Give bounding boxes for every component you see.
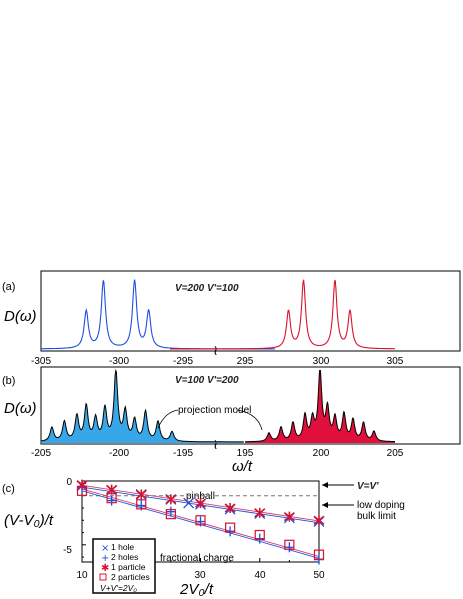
panel-a-xtick-2: -295 [173,356,193,367]
panel-c-point-square-2 [136,499,147,510]
panel-b-ylabel: D(ω) [4,400,37,417]
panel-c-ytick-0: 0 [66,477,72,488]
panel-c-xtick-4: 50 [313,570,325,581]
panel-c-point-plus-6 [254,533,265,544]
panel-c-point-star-7 [283,511,295,522]
panel-c-point-star-5 [224,503,236,513]
legend-marker-star-icon: ✱ [101,563,109,574]
panel-c-point-star-3 [165,494,177,505]
panel-c-ytick-1: -5 [63,545,72,556]
panel-label-b: (b) [2,375,15,387]
panel-a-xtick-0: -305 [31,356,51,367]
panel-a-xtick-3: 295 [237,356,254,367]
panel-b-axis-break: ≀ [213,437,218,453]
panel-c-point-x-4 [183,497,195,509]
panel-b-xtick-5: 205 [387,448,404,459]
panel-c-point-star-2 [135,489,147,500]
panel-a-axis-break: ≀ [213,343,218,359]
panel-c-point-star-8 [313,515,325,526]
panel-c-point-square-7 [284,539,295,550]
panel-c-point-square-6 [254,529,265,541]
panel-c-annotation-pinball: pinball [186,491,215,502]
panel-c: (V-V₀)/t pinball fractional charge V=V' … [4,477,405,598]
panel-c-point-plus-7 [284,542,295,553]
panel-a-xtick-5: 305 [387,356,404,367]
panel-c-annotation-bulk-limit: bulk limit [357,511,396,522]
panel-a-annotation: V=200 V'=100 [175,283,239,294]
panel-b-callout-leader-right [237,409,263,431]
panel-c-arrowhead-bulk [322,502,328,508]
panel-a-xtick-4: 300 [313,356,330,367]
legend-footer: V+V'=2V₀ [100,583,137,593]
panel-b-xlabel: ω/t [232,458,253,475]
panel-b: D(ω) V=100 V'=200 projection model -205 … [4,366,461,475]
legend-label-2-particles: 2 particles [111,572,150,582]
panel-c-xlabel: 2V₀/t [179,581,214,598]
panel-b-spectrum-fill-blue [41,370,244,443]
legend-marker-plus-icon: + [101,553,109,564]
panel-c-legend: × 1 hole + 2 holes ✱ 1 particle 2 partic… [92,538,156,594]
legend-marker-x-icon: × [101,543,109,554]
panel-c-point-star-4 [195,498,206,509]
legend-frame [92,538,156,594]
panel-b-xtick-2: -195 [173,448,193,459]
panel-label-a: (a) [2,281,15,293]
panel-b-xtick-4: 200 [313,448,330,459]
panel-b-frame [40,366,461,445]
panel-c-xtick-3: 40 [254,570,266,581]
panel-c-xtick-0: 10 [76,570,88,581]
panel-c-point-plus-5 [225,526,236,537]
panel-a-xtick-1: -300 [109,356,129,367]
panel-c-point-plus-3 [165,506,176,517]
panel-label-c: (c) [2,483,15,495]
panel-b-annotation: V=100 V'=200 [175,375,239,386]
panel-c-annotation-veq: V=V' [357,481,379,492]
panel-c-point-square-4 [195,515,206,526]
panel-c-arrowhead-veq [322,482,328,488]
panel-c-annotation-low-doping: low doping [357,500,405,511]
panel-c-point-square-1 [106,493,117,504]
panel-c-annotation-fractional: fractional charge [160,553,234,564]
legend-label-1-particle: 1 particle [111,562,146,572]
panel-a-frame [40,270,461,352]
panel-c-point-square-0 [76,485,88,496]
panel-c-point-plus-1 [106,495,117,506]
panel-a: D(ω) V=200 V'=100 -305 -300 -295 295 300… [4,270,461,367]
panel-b-xtick-3: 195 [237,448,254,459]
legend-marker-square-icon [99,573,107,581]
panel-c-point-star-1 [106,484,118,495]
panel-a-ylabel: D(ω) [4,308,37,325]
panel-b-spectrum-fill-red [245,370,395,443]
panel-b-xtick-0: -205 [31,448,51,459]
legend-label-1-hole: 1 hole [111,542,134,552]
legend-label-2-holes: 2 holes [111,552,138,562]
panel-c-point-star-6 [254,507,266,518]
panel-c-point-square-3 [165,509,176,520]
panel-c-xtick-2: 30 [194,570,206,581]
panel-b-spectrum-outline-red [245,370,395,443]
panel-b-callout: projection model [178,405,251,416]
panel-b-callout-leader-left [157,409,179,429]
panel-c-point-star-0 [76,479,88,490]
panel-c-ylabel: (V-V₀)/t [4,512,54,529]
panel-c-point-square-8 [313,549,325,560]
panel-a-spectrum-red [170,279,395,350]
panel-c-point-square-5 [225,522,236,533]
panel-b-xtick-1: -200 [109,448,129,459]
panel-b-spectrum-outline-blue [40,368,244,443]
panel-a-spectrum-blue [41,279,275,350]
